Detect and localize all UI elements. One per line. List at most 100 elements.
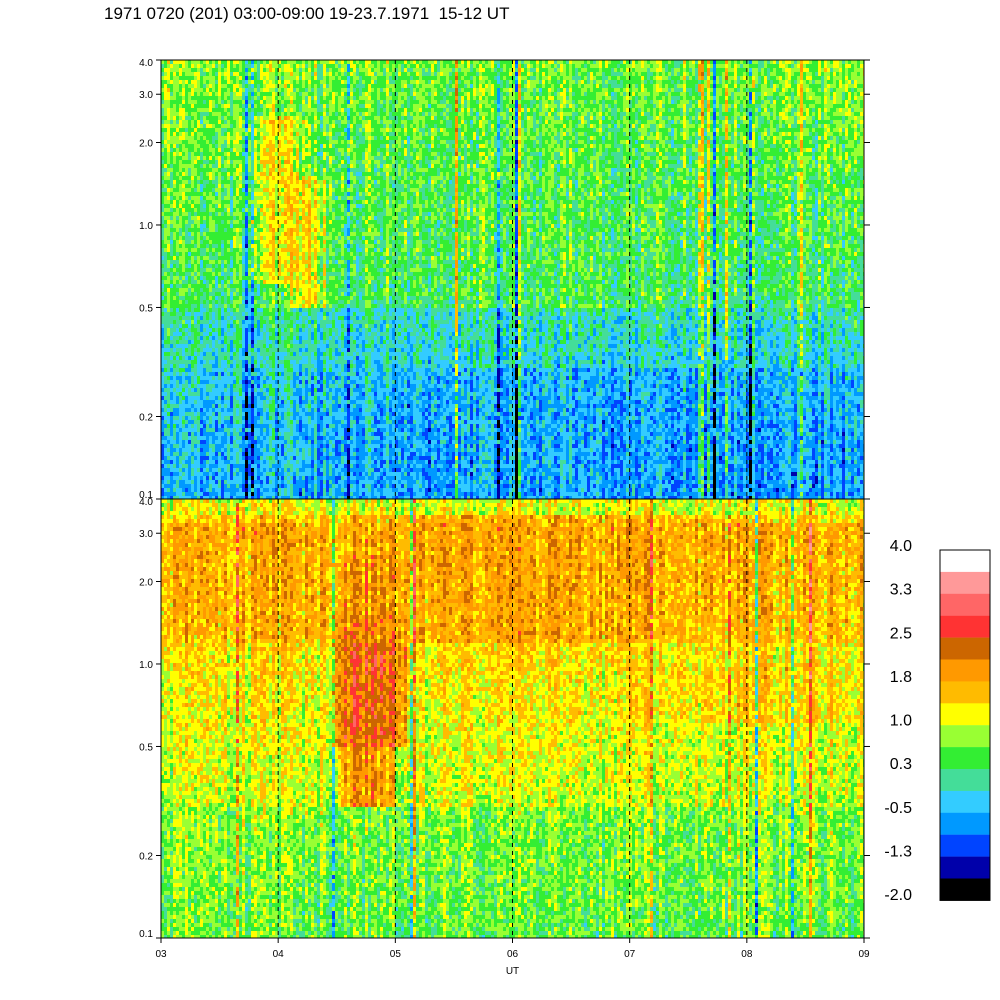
heatmap-cell <box>251 332 254 336</box>
heatmap-cell <box>200 76 203 80</box>
heatmap-cell <box>200 436 203 440</box>
heatmap-cell <box>170 468 173 472</box>
heatmap-cell <box>236 420 239 424</box>
heatmap-cell <box>176 480 179 484</box>
heatmap-cell <box>263 268 266 272</box>
heatmap-cell <box>233 348 236 352</box>
heatmap-cell <box>185 64 188 68</box>
heatmap-cell <box>275 448 278 452</box>
heatmap-cell <box>179 280 182 284</box>
heatmap-cell <box>281 460 284 464</box>
heatmap-cell <box>260 376 263 380</box>
heatmap-cell <box>278 88 281 92</box>
heatmap-cell <box>239 344 242 348</box>
heatmap-cell <box>176 124 179 128</box>
heatmap-cell <box>233 96 236 100</box>
heatmap-cell <box>164 472 167 476</box>
heatmap-cell <box>242 312 245 316</box>
heatmap-cell <box>179 124 182 128</box>
heatmap-cell <box>224 260 227 264</box>
heatmap-cell <box>218 452 221 456</box>
heatmap-cell <box>221 472 224 476</box>
heatmap-cell <box>239 448 242 452</box>
heatmap-cell <box>176 420 179 424</box>
heatmap-cell <box>230 396 233 400</box>
heatmap-cell <box>248 280 251 284</box>
heatmap-cell <box>245 172 248 176</box>
heatmap-cell <box>266 216 269 220</box>
heatmap-cell <box>170 152 173 156</box>
heatmap-cell <box>191 224 194 228</box>
heatmap-cell <box>194 168 197 172</box>
heatmap-cell <box>263 64 266 68</box>
heatmap-cell <box>233 200 236 204</box>
heatmap-cell <box>215 308 218 312</box>
heatmap-cell <box>164 196 167 200</box>
heatmap-cell <box>200 156 203 160</box>
heatmap-cell <box>251 272 254 276</box>
heatmap-cell <box>221 440 224 444</box>
heatmap-cell <box>224 244 227 248</box>
heatmap-cell <box>206 200 209 204</box>
heatmap-cell <box>197 468 200 472</box>
heatmap-cell <box>251 216 254 220</box>
heatmap-cell <box>170 424 173 428</box>
heatmap-cell <box>269 312 272 316</box>
heatmap-cell <box>179 80 182 84</box>
heatmap-cell <box>176 144 179 148</box>
heatmap-cell <box>272 256 275 260</box>
heatmap-cell <box>242 308 245 312</box>
heatmap-cell <box>164 340 167 344</box>
heatmap-cell <box>197 252 200 256</box>
heatmap-cell <box>251 84 254 88</box>
heatmap-cell <box>167 144 170 148</box>
heatmap-cell <box>278 328 281 332</box>
heatmap-cell <box>176 156 179 160</box>
heatmap-cell <box>254 268 257 272</box>
heatmap-cell <box>167 164 170 168</box>
heatmap-cell <box>227 212 230 216</box>
heatmap-cell <box>200 340 203 344</box>
heatmap-cell <box>191 260 194 264</box>
heatmap-cell <box>263 180 266 184</box>
heatmap-cell <box>269 480 272 484</box>
heatmap-cell <box>215 440 218 444</box>
heatmap-cell <box>188 304 191 308</box>
heatmap-cell <box>167 160 170 164</box>
heatmap-cell <box>170 176 173 180</box>
heatmap-cell <box>281 332 284 336</box>
heatmap-cell <box>215 140 218 144</box>
heatmap-cell <box>251 328 254 332</box>
heatmap-cell <box>236 132 239 136</box>
heatmap-cell <box>209 464 212 468</box>
heatmap-cell <box>251 60 254 64</box>
heatmap-cell <box>191 344 194 348</box>
heatmap-cell <box>176 328 179 332</box>
heatmap-cell <box>275 216 278 220</box>
heatmap-cell <box>188 276 191 280</box>
heatmap-cell <box>167 296 170 300</box>
heatmap-cell <box>221 436 224 440</box>
heatmap-cell <box>176 488 179 492</box>
heatmap-cell <box>266 464 269 468</box>
heatmap-cell <box>176 376 179 380</box>
heatmap-cell <box>224 232 227 236</box>
heatmap-cell <box>239 240 242 244</box>
heatmap-cell <box>218 272 221 276</box>
heatmap-cell <box>251 124 254 128</box>
heatmap-cell <box>179 224 182 228</box>
heatmap-cell <box>170 296 173 300</box>
heatmap-cell <box>164 96 167 100</box>
heatmap-cell <box>254 452 257 456</box>
heatmap-cell <box>176 168 179 172</box>
heatmap-cell <box>200 248 203 252</box>
heatmap-cell <box>176 92 179 96</box>
heatmap-cell <box>263 384 266 388</box>
heatmap-cell <box>263 240 266 244</box>
heatmap-cell <box>257 412 260 416</box>
heatmap-cell <box>197 260 200 264</box>
heatmap-cell <box>257 180 260 184</box>
heatmap-cell <box>176 136 179 140</box>
heatmap-cell <box>227 216 230 220</box>
heatmap-cell <box>281 356 284 360</box>
